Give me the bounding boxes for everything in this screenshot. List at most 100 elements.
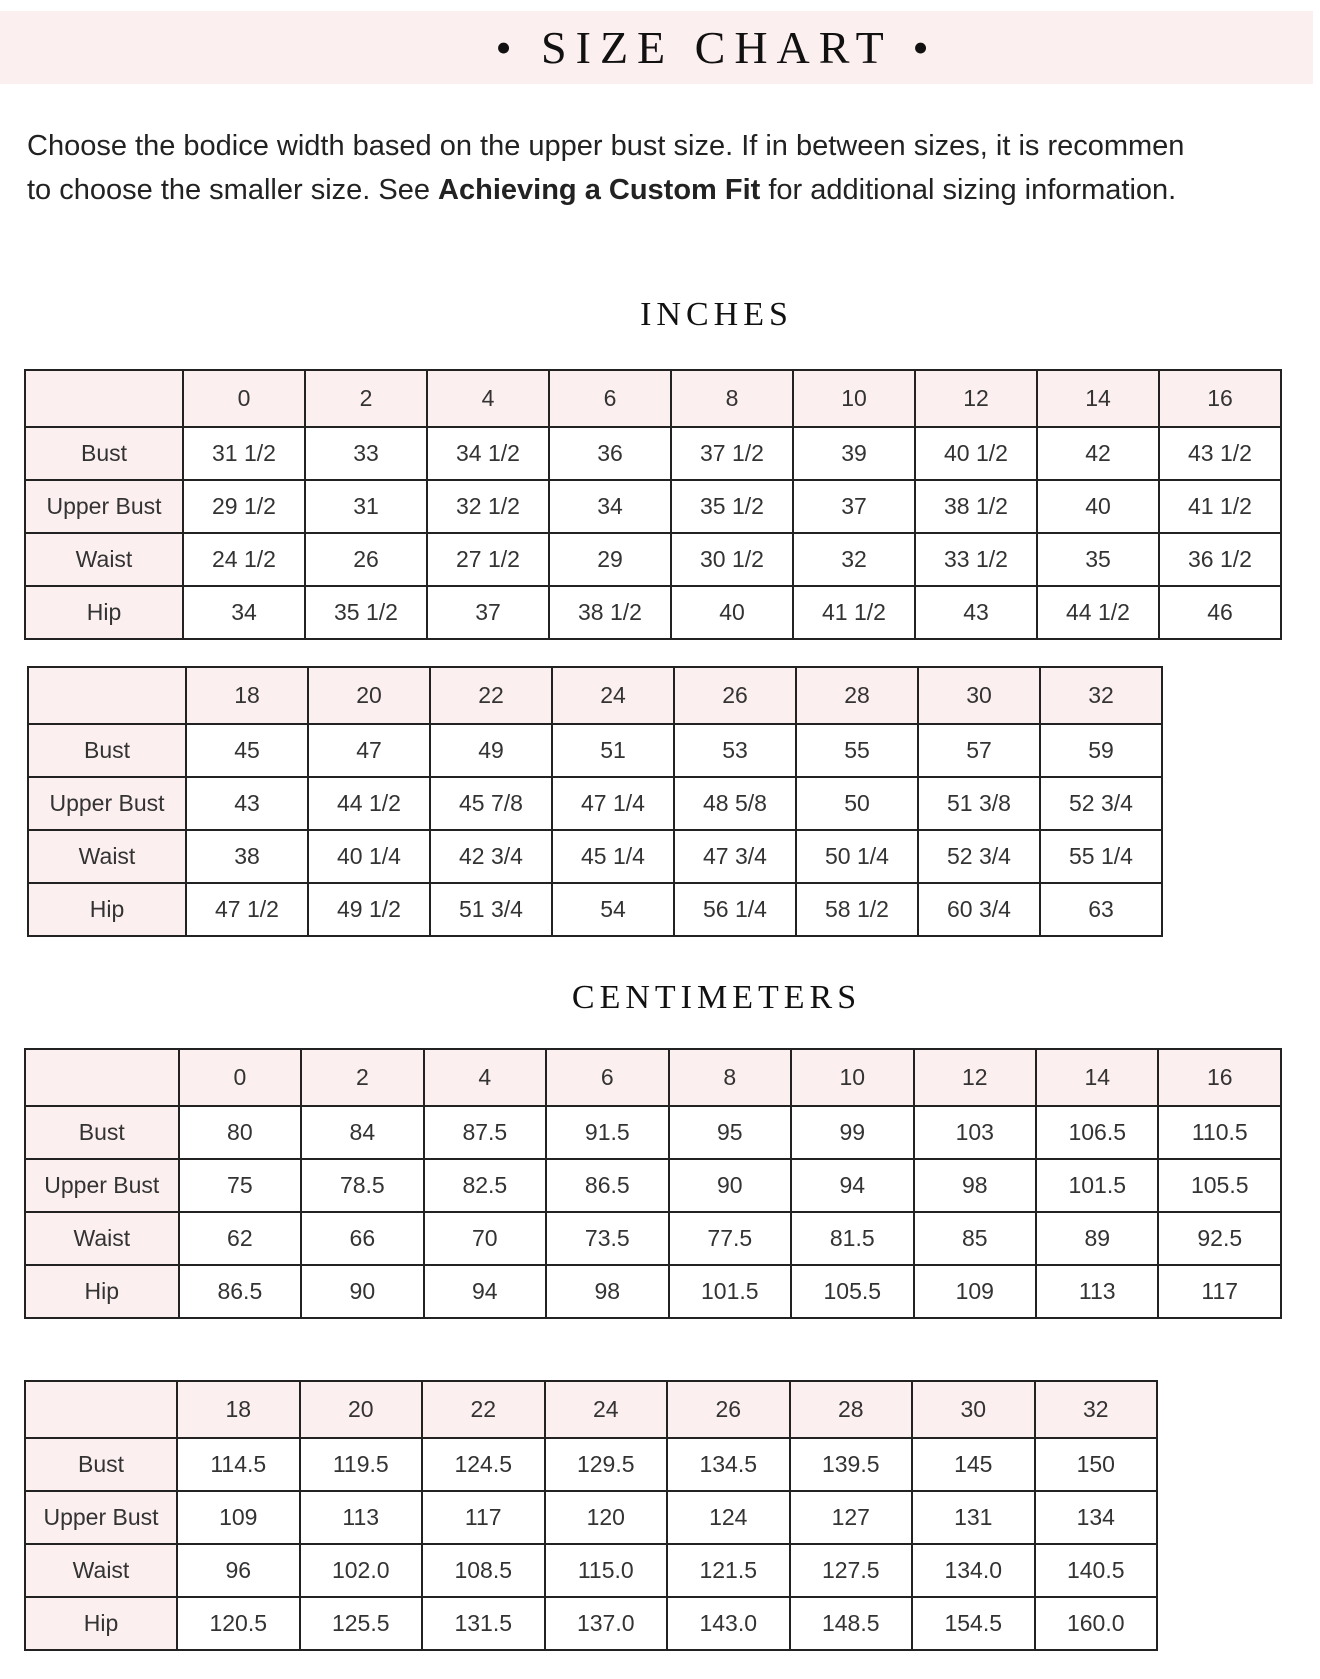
- measurement-cell: 51 3/4: [429, 882, 553, 937]
- measurement-cell: 45 7/8: [429, 776, 553, 831]
- table-row: Bust 31 1/2 33 34 1/2 36 37 1/2 39 40 1/2 42 43 1…: [24, 426, 1282, 481]
- size-header-cell: 24: [543, 1380, 668, 1439]
- measurement-cell: 106.5: [1034, 1105, 1160, 1160]
- size-header-cell: 12: [912, 1048, 1038, 1107]
- measurement-cell: 41 1/2: [792, 585, 916, 640]
- measurement-cell: 108.5: [421, 1543, 546, 1598]
- measurement-cell: 57: [917, 723, 1041, 778]
- intro-text: Choose the bodice width based on the upp…: [27, 124, 1320, 212]
- size-header-cell: 6: [545, 1048, 670, 1107]
- measurement-cell: 43: [185, 776, 309, 831]
- measurement-cell: 47 3/4: [673, 829, 797, 884]
- measurement-cell: 35 1/2: [304, 585, 428, 640]
- row-label: Bust: [27, 723, 187, 778]
- measurement-cell: 32: [792, 532, 916, 587]
- size-header-row: 18 20 22 24 26 28 30 32: [24, 1380, 1158, 1439]
- measurement-cell: 105.5: [790, 1264, 915, 1319]
- row-label: Hip: [27, 882, 187, 937]
- measurement-cell: 131: [911, 1490, 1036, 1545]
- measurement-cell: 36 1/2: [1158, 532, 1282, 587]
- row-label: Waist: [27, 829, 187, 884]
- measurement-cell: 35 1/2: [670, 479, 794, 534]
- measurement-cell: 33: [304, 426, 428, 481]
- measurement-cell: 38 1/2: [914, 479, 1038, 534]
- measurement-cell: 119.5: [298, 1437, 423, 1492]
- measurement-cell: 145: [911, 1437, 1036, 1492]
- size-header-cell: 22: [421, 1380, 546, 1439]
- table-row: Upper Bust 29 1/2 31 32 1/2 34 35 1/2 37 38 1/2…: [24, 479, 1282, 534]
- measurement-cell: 86.5: [545, 1158, 670, 1213]
- intro-line-1: Choose the bodice width based on the upp…: [27, 130, 1185, 162]
- measurement-cell: 101.5: [1034, 1158, 1160, 1213]
- measurement-cell: 125.5: [298, 1596, 423, 1651]
- measurement-cell: 98: [912, 1158, 1038, 1213]
- measurement-cell: 51 3/8: [917, 776, 1041, 831]
- page-title: • SIZE CHART •: [495, 22, 938, 73]
- measurement-cell: 134: [1033, 1490, 1158, 1545]
- measurement-cell: 140.5: [1033, 1543, 1158, 1598]
- measurement-cell: 29 1/2: [182, 479, 306, 534]
- measurement-cell: 44 1/2: [1036, 585, 1160, 640]
- measurement-cell: 34: [548, 479, 672, 534]
- measurement-cell: 32 1/2: [426, 479, 550, 534]
- measurement-cell: 40: [1036, 479, 1160, 534]
- size-header-cell: 12: [914, 369, 1038, 428]
- row-label: Hip: [24, 1596, 178, 1651]
- measurement-cell: 75: [177, 1158, 303, 1213]
- size-header-row: 0 2 4 6 8 10 12 14 16: [24, 1048, 1282, 1107]
- measurement-cell: 90: [300, 1264, 425, 1319]
- measurement-cell: 49 1/2: [307, 882, 431, 937]
- measurement-cell: 60 3/4: [917, 882, 1041, 937]
- size-header-cell: 20: [307, 666, 431, 725]
- measurement-cell: 143.0: [666, 1596, 791, 1651]
- measurement-cell: 85: [912, 1211, 1038, 1266]
- row-label: Bust: [24, 1437, 178, 1492]
- measurement-cell: 148.5: [788, 1596, 913, 1651]
- measurement-cell: 54: [551, 882, 675, 937]
- size-header-cell: 26: [673, 666, 797, 725]
- size-header-cell: 2: [300, 1048, 425, 1107]
- size-header-cell: 16: [1158, 369, 1282, 428]
- measurement-cell: 33 1/2: [914, 532, 1038, 587]
- measurement-cell: 124.5: [421, 1437, 546, 1492]
- measurement-cell: 96: [176, 1543, 301, 1598]
- measurement-cell: 52 3/4: [1039, 776, 1163, 831]
- measurement-cell: 160.0: [1033, 1596, 1158, 1651]
- measurement-cell: 37: [426, 585, 550, 640]
- size-header-cell: 18: [185, 666, 309, 725]
- row-label: Upper Bust: [24, 1158, 180, 1213]
- measurement-cell: 110.5: [1157, 1105, 1282, 1160]
- measurement-cell: 86.5: [177, 1264, 303, 1319]
- measurement-cell: 90: [667, 1158, 793, 1213]
- row-label: Waist: [24, 1543, 178, 1598]
- row-label: Bust: [24, 1105, 180, 1160]
- inches-table-sizes-18-32: 18 20 22 24 26 28 30 32 Bust 45 47 49 51 53 55 57 59 Uppe…: [27, 666, 1163, 937]
- measurement-cell: 134.0: [911, 1543, 1036, 1598]
- measurement-cell: 58 1/2: [795, 882, 919, 937]
- measurement-cell: 47: [307, 723, 431, 778]
- centimeters-table-sizes-18-32: 18 20 22 24 26 28 30 32 Bust 114.5 119.5 124.5 129.5…: [24, 1380, 1158, 1651]
- measurement-cell: 39: [792, 426, 916, 481]
- inches-heading: INCHES: [640, 296, 793, 333]
- size-header-cell: 0: [177, 1048, 303, 1107]
- measurement-cell: 41 1/2: [1158, 479, 1282, 534]
- measurement-cell: 66: [300, 1211, 425, 1266]
- measurement-cell: 113: [298, 1490, 423, 1545]
- corner-cell: [24, 369, 184, 428]
- measurement-cell: 73.5: [545, 1211, 670, 1266]
- size-header-cell: 8: [670, 369, 794, 428]
- measurement-cell: 127.5: [788, 1543, 913, 1598]
- measurement-cell: 40: [670, 585, 794, 640]
- measurement-cell: 134.5: [666, 1437, 791, 1492]
- measurement-cell: 98: [545, 1264, 670, 1319]
- size-header-cell: 0: [182, 369, 306, 428]
- measurement-cell: 45 1/4: [551, 829, 675, 884]
- measurement-cell: 89: [1034, 1211, 1160, 1266]
- measurement-cell: 137.0: [543, 1596, 668, 1651]
- custom-fit-link[interactable]: Achieving a Custom Fit: [438, 174, 761, 206]
- measurement-cell: 52 3/4: [917, 829, 1041, 884]
- intro-text-part: for additional sizing information.: [760, 174, 1177, 206]
- measurement-cell: 99: [790, 1105, 915, 1160]
- size-header-cell: 28: [788, 1380, 913, 1439]
- measurement-cell: 31: [304, 479, 428, 534]
